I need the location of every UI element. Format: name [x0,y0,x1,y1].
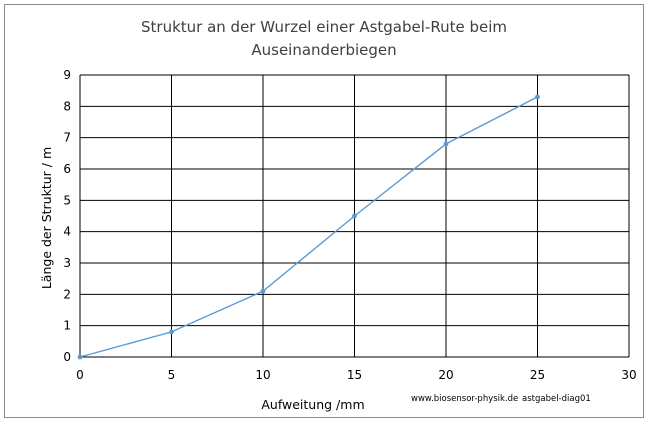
diagram-id-credit: astgabel-diag01 [522,394,591,404]
x-tick-label: 15 [347,368,362,382]
x-tick-label: 5 [168,368,176,382]
x-tick-label: 30 [621,368,636,382]
y-tick-label: 8 [63,99,71,113]
tick-labels: 0 1 2 3 4 5 6 7 8 9 0 5 10 15 20 25 30 [63,68,636,382]
y-tick-label: 1 [63,319,71,333]
line-chart: Struktur an der Wurzel einer Astgabel-Ru… [39,18,637,412]
y-axis-label: Länge der Struktur / m [39,147,54,289]
x-tick-label: 20 [438,368,453,382]
data-point [352,213,357,219]
data-point [260,288,266,294]
y-tick-label: 2 [63,287,71,301]
x-axis-label: Aufweitung /mm [261,397,364,412]
chart-frame: Struktur an der Wurzel einer Astgabel-Ru… [4,4,644,418]
data-point [443,141,449,147]
data-point [77,354,83,360]
x-tick-label: 25 [530,368,545,382]
data-point [535,94,540,100]
data-point [169,329,174,335]
y-tick-label: 4 [63,225,71,239]
y-tick-label: 9 [63,68,71,82]
y-tick-label: 0 [63,350,71,364]
chart-title-line2: Auseinanderbiegen [251,41,396,59]
website-credit: www.biosensor-physik.de [411,394,518,404]
chart-title-line1: Struktur an der Wurzel einer Astgabel-Ru… [141,18,507,36]
y-tick-label: 5 [63,193,71,207]
y-tick-label: 7 [63,131,71,145]
y-tick-label: 6 [63,162,71,176]
x-tick-label: 10 [255,368,270,382]
data-series [77,94,540,360]
y-tick-label: 3 [63,256,71,270]
series-line [79,96,538,358]
x-tick-label: 0 [76,368,84,382]
